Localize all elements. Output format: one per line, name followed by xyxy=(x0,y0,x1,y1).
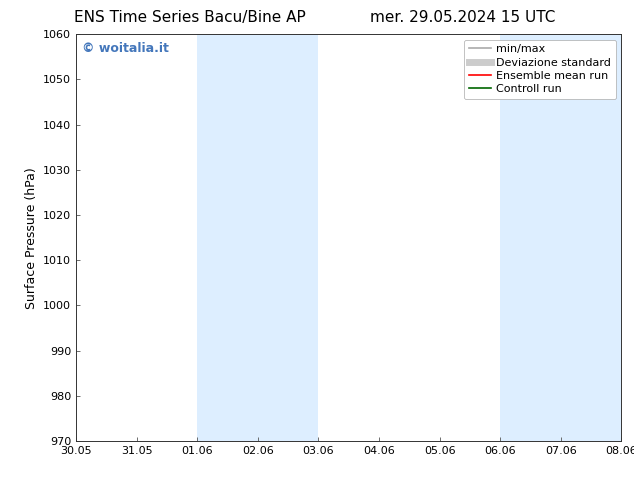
Bar xyxy=(197,34,318,441)
Text: © woitalia.it: © woitalia.it xyxy=(82,43,169,55)
Bar xyxy=(500,34,621,441)
Text: ENS Time Series Bacu/Bine AP: ENS Time Series Bacu/Bine AP xyxy=(74,10,306,25)
Legend: min/max, Deviazione standard, Ensemble mean run, Controll run: min/max, Deviazione standard, Ensemble m… xyxy=(464,40,616,99)
Y-axis label: Surface Pressure (hPa): Surface Pressure (hPa) xyxy=(25,167,37,309)
Text: mer. 29.05.2024 15 UTC: mer. 29.05.2024 15 UTC xyxy=(370,10,555,25)
